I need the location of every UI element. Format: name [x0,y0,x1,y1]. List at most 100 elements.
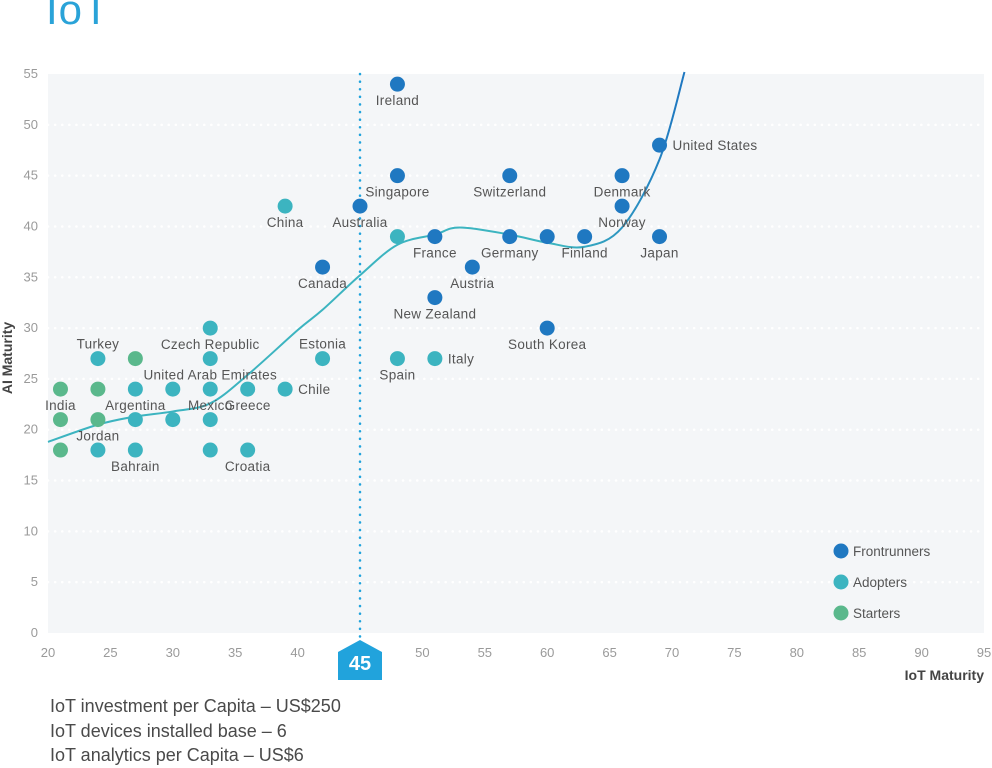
y-tick-label: 15 [24,473,38,488]
point-label: Austria [450,276,494,291]
y-tick-label: 10 [24,523,38,538]
point-label: South Korea [508,337,587,352]
point-adopters [202,412,218,428]
y-tick-label: 45 [24,168,38,183]
point-frontrunners [577,229,593,245]
trendline [47,71,686,443]
point-label: Turkey [77,337,120,352]
point-label: Chile [298,382,330,397]
y-tick-label: 5 [31,574,38,589]
point-adopters [202,320,218,336]
point-label: France [413,246,457,261]
point-adopters [165,381,181,397]
point-adopters [202,381,218,397]
point-frontrunners [389,168,405,184]
x-tick-label: 55 [478,645,492,660]
point-frontrunners [614,198,630,214]
point-label: Switzerland [473,185,546,200]
point-adopters [240,381,256,397]
x-tick-label: 60 [540,645,554,660]
point-starters [52,381,68,397]
y-axis-label: AI Maturity [0,322,15,395]
note-devices: IoT devices installed base – 6 [50,720,287,741]
x-tick-label: 30 [166,645,180,660]
notes: IoT investment per Capita – US$250 IoT d… [50,694,341,768]
point-frontrunners [539,320,555,336]
point-frontrunners [352,198,368,214]
point-label: Jordan [76,429,119,444]
point-starters [90,381,106,397]
point-starters [127,351,143,367]
x-tick-label: 65 [602,645,616,660]
reference-marker-shape [338,640,382,680]
point-frontrunners [427,290,443,306]
point-frontrunners [389,76,405,92]
point-label: Bahrain [111,459,160,474]
point-label: Norway [598,215,646,230]
y-tick-label: 35 [24,269,38,284]
point-label: Canada [298,276,347,291]
y-tick-label: 40 [24,218,38,233]
legend-label: Frontrunners [853,544,931,559]
point-label: Germany [481,246,539,261]
legend-marker-frontrunners [833,543,849,559]
point-label: Mexico [188,398,233,413]
legend-marker-starters [833,605,849,621]
point-adopters [202,442,218,458]
y-tick-label: 50 [24,117,38,132]
reference-marker: 45 [338,640,382,680]
x-tick-label: 90 [914,645,928,660]
point-label: Ireland [376,93,419,108]
point-adopters [127,442,143,458]
x-tick-label: 80 [790,645,804,660]
point-label: Australia [332,215,387,230]
point-label: Finland [561,246,607,261]
point-adopters [202,351,218,367]
note-investment: IoT investment per Capita – US$250 [50,696,341,716]
note-analytics: IoT analytics per Capita – US$6 [50,745,304,765]
x-tick-label: 35 [228,645,242,660]
point-adopters [165,412,181,428]
point-adopters [277,381,293,397]
point-frontrunners [652,137,668,153]
point-label: Italy [448,352,474,367]
point-frontrunners [614,168,630,184]
point-adopters [389,351,405,367]
legend-label: Adopters [853,575,907,590]
legend: Frontrunners Adopters Starters [833,543,931,621]
plot-area [48,74,984,633]
point-frontrunners [464,259,480,275]
point-frontrunners [427,229,443,245]
point-label: Denmark [594,185,651,200]
point-label: Croatia [225,459,271,474]
point-frontrunners [502,168,518,184]
x-tick-label: 40 [290,645,304,660]
point-adopters [127,381,143,397]
point-label: Greece [225,398,271,413]
point-label: United States [673,138,758,153]
point-frontrunners [502,229,518,245]
page-title: IoT [46,0,110,33]
y-tick-label: 30 [24,320,38,335]
point-label: United Arab Emirates [143,368,277,383]
x-tick-label: 20 [41,645,55,660]
point-label: New Zealand [393,307,476,322]
x-tick-label: 95 [977,645,991,660]
point-frontrunners [315,259,331,275]
point-label: Singapore [365,185,429,200]
x-tick-label: 50 [415,645,429,660]
x-axis-label: IoT Maturity [905,667,985,683]
point-label: India [45,398,76,413]
legend-label: Starters [853,606,901,621]
y-tick-label: 55 [24,66,38,81]
point-adopters [389,229,405,245]
y-tick-label: 0 [31,625,38,640]
point-starters [90,412,106,428]
x-tick-label: 85 [852,645,866,660]
y-tick-label: 25 [24,371,38,386]
legend-marker-adopters [833,574,849,590]
point-frontrunners [539,229,555,245]
x-tick-label: 75 [727,645,741,660]
point-adopters [127,412,143,428]
